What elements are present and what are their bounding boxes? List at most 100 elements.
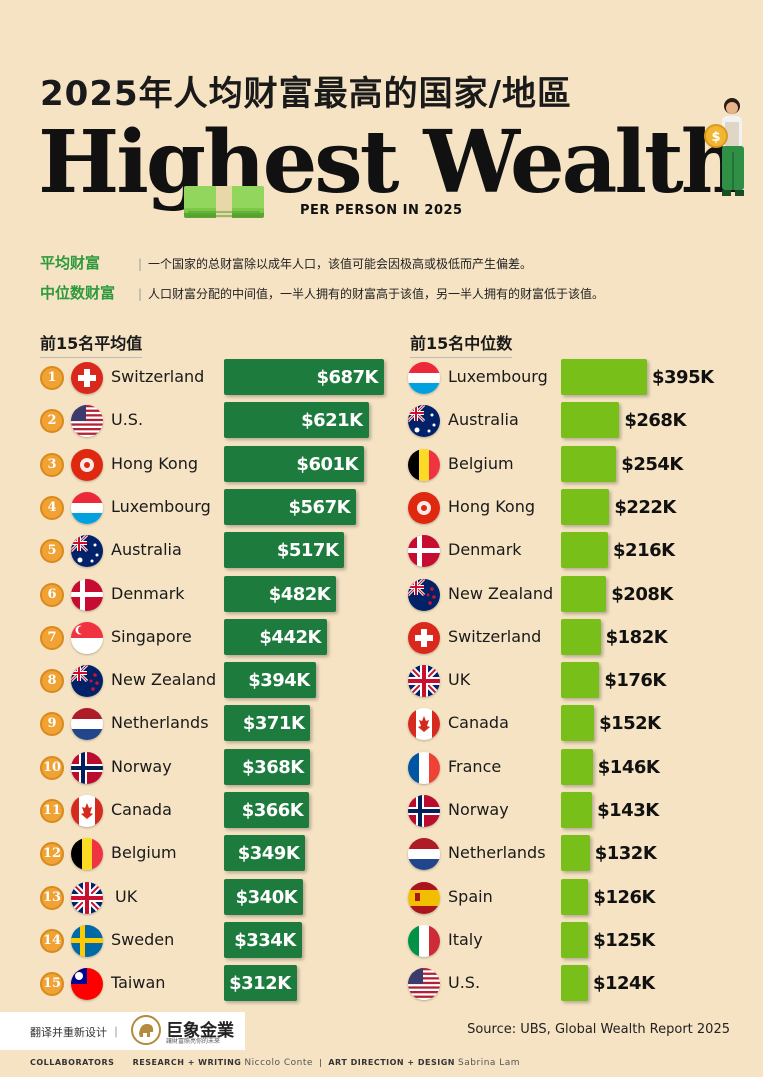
us-flag-icon — [408, 968, 440, 1001]
median-value-label: $208K — [611, 583, 673, 605]
definition-median: 中位数财富 | 人口财富分配的中间值，一半人拥有的财富高于该值，另一半人拥有的财富低… — [40, 284, 605, 302]
median-bar — [561, 835, 590, 872]
average-bar: $394K — [224, 662, 316, 699]
median-bar — [561, 662, 600, 699]
median-value-label: $125K — [593, 929, 655, 951]
country-label: Belgium — [448, 453, 514, 473]
newzealand-flag-icon — [408, 578, 440, 611]
country-label: France — [448, 756, 502, 776]
average-row: 6 Denmark $482K — [40, 575, 400, 616]
definition-text: 人口财富分配的中间值，一半人拥有的财富高于该值，另一半人拥有的财富低于该值。 — [148, 287, 605, 301]
average-row: 4 Luxembourg $567K — [40, 488, 400, 529]
average-bar: $312K — [224, 965, 297, 1002]
rank-badge: 5 — [40, 539, 64, 564]
average-row: 9 Netherlands $371K — [40, 705, 400, 745]
median-row: Luxembourg $395K — [408, 359, 738, 399]
chinese-title: 2025年人均财富最高的国家/地區 — [40, 74, 573, 114]
woman-with-coin-icon: $ — [704, 98, 744, 196]
rank-badge: 15 — [40, 972, 64, 997]
median-value-label: $124K — [592, 973, 655, 995]
median-value-label: $268K — [624, 410, 686, 432]
median-panel-heading: 前15名中位数 — [410, 330, 513, 358]
median-row: Australia $268K — [408, 402, 738, 442]
average-value-label: $601K — [296, 453, 358, 475]
average-row: 8 New Zealand $394K — [40, 662, 400, 702]
country-label: Luxembourg — [111, 496, 211, 516]
median-bar — [561, 878, 589, 915]
rank-badge: 6 — [40, 582, 64, 607]
average-value-label: $371K — [242, 713, 305, 735]
median-value-label: $146K — [597, 756, 660, 778]
definition-mean: 平均财富 | 一个国家的总财富除以成年人口，该值可能会因极高或极低而产生偏差。 — [40, 254, 533, 272]
median-value-label: $216K — [613, 540, 675, 562]
art-name: Sabrina Lam — [458, 1058, 521, 1068]
collaborators-line: COLLABORATORS RESEARCH + WRITING Niccolo… — [30, 1058, 521, 1068]
median-bar — [561, 488, 610, 525]
country-label: Norway — [448, 800, 509, 819]
average-row: 7 Singapore $442K — [40, 618, 400, 659]
elephant-logo-icon — [131, 1015, 161, 1045]
median-bar — [561, 359, 647, 395]
median-bar — [561, 532, 609, 569]
average-row: 12 Belgium $349K — [40, 835, 400, 875]
median-row: France $146K — [408, 748, 738, 789]
country-label: UK — [115, 886, 138, 906]
rank-badge: 3 — [40, 452, 64, 477]
belgium-flag-icon — [71, 838, 103, 871]
uk-flag-icon — [71, 881, 103, 914]
source-note: Source: UBS, Global Wealth Report 2025 — [467, 1022, 730, 1037]
country-label: Italy — [448, 929, 483, 949]
rank-badge: 9 — [40, 712, 64, 737]
denmark-flag-icon — [408, 535, 440, 568]
country-label: U.S. — [448, 973, 481, 993]
luxembourg-flag-icon — [71, 491, 103, 524]
france-flag-icon — [408, 751, 440, 784]
rank-badge: 14 — [40, 928, 64, 953]
rank-badge: 8 — [40, 669, 64, 694]
average-bar: $621K — [224, 402, 369, 439]
median-bar — [561, 705, 595, 742]
median-bar — [561, 445, 617, 482]
average-value-label: $517K — [276, 540, 339, 562]
average-row: 14 Sweden $334K — [40, 921, 400, 962]
median-bar — [561, 921, 589, 958]
country-label: Netherlands — [448, 843, 546, 863]
average-row: 3 Hong Kong $601K — [40, 445, 400, 486]
country-label: U.S. — [111, 410, 144, 430]
average-value-label: $442K — [259, 626, 321, 648]
average-row: 5 Australia $517K — [40, 532, 400, 572]
average-value-label: $687K — [316, 367, 378, 388]
average-bar: $601K — [224, 445, 364, 482]
norway-flag-icon — [408, 795, 440, 827]
median-value-label: $152K — [599, 713, 661, 735]
norway-flag-icon — [71, 751, 103, 784]
translator-note: 翻译并重新设计 ｜ — [30, 1026, 122, 1039]
median-row: Italy $125K — [408, 921, 738, 962]
median-row: U.S. $124K — [408, 965, 738, 1005]
average-value-label: $349K — [237, 843, 300, 865]
country-label: Switzerland — [448, 626, 542, 646]
rank-badge: 12 — [40, 842, 64, 867]
average-bar: $340K — [224, 878, 304, 915]
country-label: Hong Kong — [111, 453, 198, 473]
luxembourg-flag-icon — [408, 362, 440, 394]
country-label: Canada — [111, 800, 172, 819]
cash-stack-icon — [184, 186, 264, 218]
median-row: Switzerland $182K — [408, 618, 738, 659]
research-name: Niccolo Conte — [244, 1058, 313, 1068]
canada-flag-icon — [71, 795, 103, 827]
country-label: New Zealand — [111, 670, 217, 690]
average-bar: $687K — [224, 359, 384, 395]
median-row: Hong Kong $222K — [408, 488, 738, 529]
average-bar: $482K — [224, 575, 337, 612]
median-row: UK $176K — [408, 662, 738, 702]
median-value-label: $176K — [604, 670, 666, 692]
country-label: Singapore — [111, 626, 192, 646]
brand-tagline: 讓財富照亮你的未來 — [166, 1038, 221, 1045]
average-value-label: $621K — [301, 410, 363, 432]
average-row: 1 Switzerland $687K — [40, 359, 400, 399]
median-value-label: $126K — [593, 886, 655, 908]
average-value-label: $312K — [229, 973, 291, 995]
median-bar — [561, 965, 588, 1002]
median-value-label: $395K — [652, 367, 714, 388]
